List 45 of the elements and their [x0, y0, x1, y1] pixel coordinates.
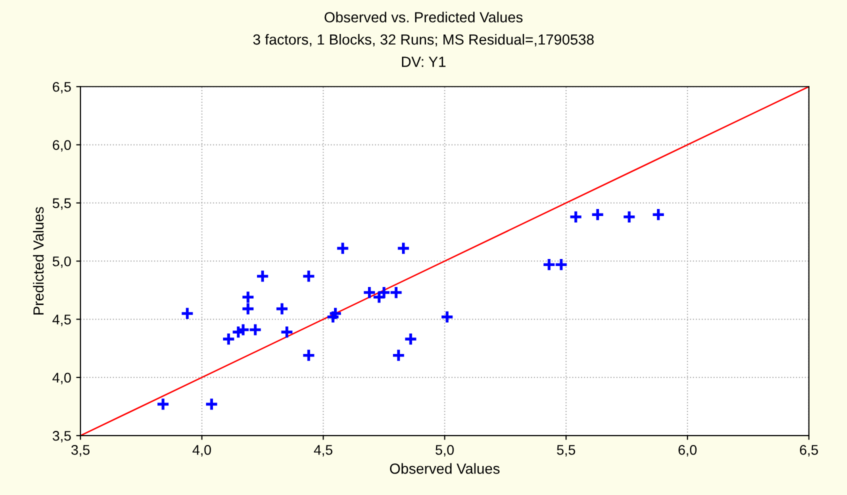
point [280, 325, 294, 340]
y-tick-label: 4,0 [52, 372, 71, 384]
point [302, 269, 316, 284]
point [156, 397, 170, 412]
point [590, 208, 605, 222]
point [404, 332, 418, 346]
point [180, 306, 194, 320]
x-tick-label: 3,5 [71, 444, 90, 456]
y-tick-label: 3,5 [52, 430, 71, 442]
x-tick-label: 4,0 [192, 444, 211, 456]
point [256, 269, 270, 284]
point [392, 348, 406, 362]
point [396, 241, 410, 256]
point [554, 258, 568, 272]
point [241, 290, 255, 304]
x-tick-label: 5,0 [436, 444, 454, 456]
chart-title: Observed vs. Predicted Values [324, 12, 523, 22]
point [241, 302, 255, 316]
point [204, 397, 219, 412]
y-tick-label: 6,5 [52, 82, 71, 94]
point [440, 310, 454, 324]
point [248, 322, 262, 337]
point [651, 208, 666, 222]
x-axis-title: Observed Values [390, 463, 500, 474]
y-tick-label: 5,0 [52, 256, 71, 268]
x-tick-label: 6,5 [800, 444, 818, 456]
chart-subtitle: 3 factors, 1 Blocks, 32 Runs; MS Residual=,1790538 [253, 34, 594, 46]
y-tick-label: 4,5 [52, 314, 71, 326]
point [362, 286, 376, 300]
point [326, 310, 340, 324]
text: DV: Y1 [402, 56, 446, 67]
point [336, 241, 350, 256]
point [275, 302, 289, 316]
y-axis-title: Predicted Values [32, 207, 44, 314]
point [568, 210, 583, 224]
point [328, 306, 342, 320]
y-tick-label: 5,5 [52, 198, 71, 210]
x-tick-label: 4,5 [314, 445, 332, 456]
point [542, 258, 556, 272]
point [302, 348, 316, 362]
point [389, 286, 404, 300]
x-tick-label: 5,5 [556, 445, 576, 456]
point [622, 210, 636, 224]
y-tick-label: 6,0 [52, 140, 71, 152]
x-tick-label: 6,0 [678, 444, 697, 456]
